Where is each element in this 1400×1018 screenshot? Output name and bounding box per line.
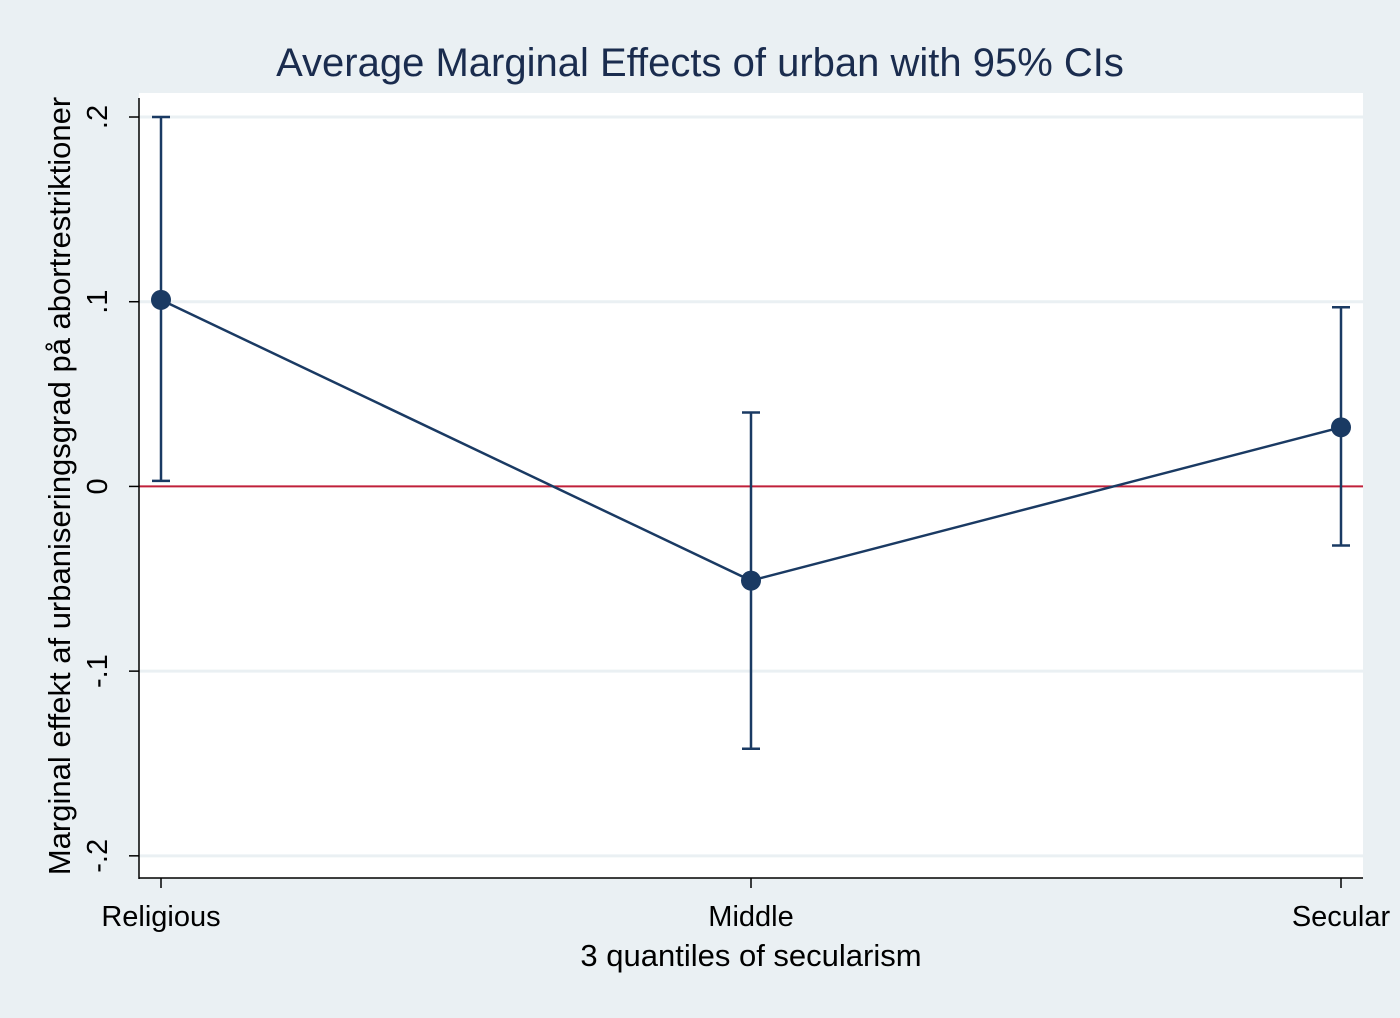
y-axis-title: Marginal effekt af urbaniseringsgrad på … (42, 97, 77, 875)
x-axis-title: 3 quantiles of secularism (580, 938, 921, 973)
y-tick-label: -.1 (82, 654, 114, 688)
y-tick-label: .2 (82, 105, 114, 129)
data-point (1331, 417, 1351, 438)
tick-labels: -.2 -.1 0 .1 .2 Religious Middle Secular (82, 105, 1391, 933)
x-tick-label: Secular (1292, 901, 1391, 933)
y-tick-label: -.2 (82, 839, 114, 873)
chart-title: Average Marginal Effects of urban with 9… (276, 41, 1124, 85)
y-tick-label: 0 (82, 478, 114, 494)
axes (129, 98, 1363, 888)
data-point (151, 289, 171, 310)
y-tick-label: .1 (82, 290, 114, 314)
data-point (741, 570, 761, 591)
series-points (151, 289, 1351, 591)
x-tick-label: Religious (101, 901, 220, 933)
x-tick-label: Middle (708, 901, 793, 933)
